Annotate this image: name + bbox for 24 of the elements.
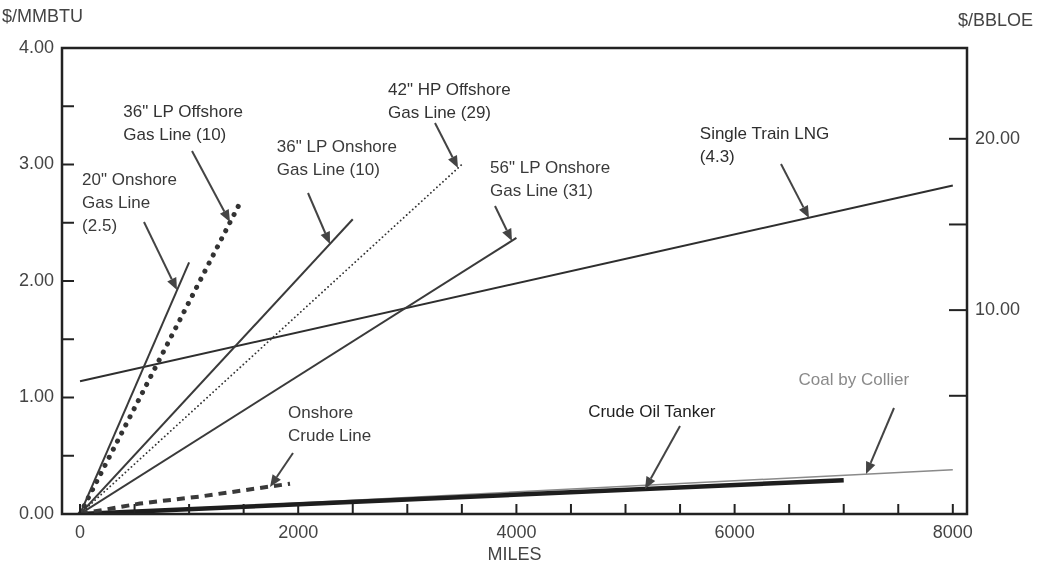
y-tick-label: 3.00 (18, 153, 54, 174)
y2-tick-label: 10.00 (975, 299, 1021, 320)
y2-tick-label: 20.00 (975, 127, 1021, 148)
x-tick-label: 2000 (278, 521, 319, 542)
y-tick-label: 2.00 (18, 269, 54, 290)
text: 42" HP Offshore Gas Line (29) (388, 79, 512, 124)
x-tick-label: 0 (74, 521, 86, 542)
x-tick-label: 8000 (932, 521, 973, 542)
legend-label: 56" LP Onshore Gas Line (31) (490, 156, 612, 202)
text: 36" LP Offshore Gas Line (10) (123, 100, 245, 146)
y2-axis-title: $/BBLOE (958, 10, 1034, 31)
text: Coal by Collier (798, 369, 910, 392)
series-label: 20" Onshore Gas Line (2.5) (82, 169, 178, 238)
text: 36" LP Onshore Gas Line (10) (276, 136, 398, 181)
y-tick-label: 1.00 (18, 386, 54, 407)
x-axis-title: MILES (487, 544, 542, 565)
x-tick-label: 6000 (714, 521, 755, 542)
text: Crude Oil Tanker (588, 401, 716, 423)
y-axis-title: $/MMBTU (2, 6, 83, 27)
x-tick-label: 4000 (496, 521, 537, 542)
text: Single Train LNG (4.3) (699, 122, 831, 168)
text: Onshore Crude Line (288, 401, 373, 447)
y-tick-label: 0.00 (18, 502, 54, 523)
y-tick-label: 4.00 (18, 36, 54, 57)
